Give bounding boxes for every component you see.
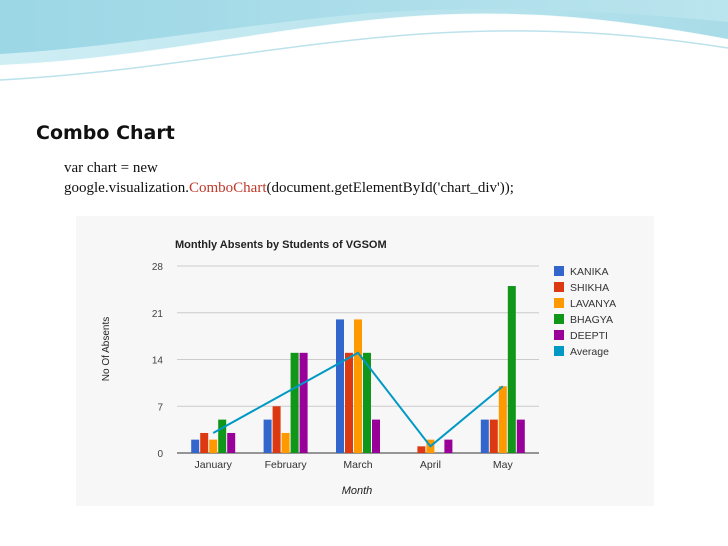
bar-lavanya-january <box>209 439 218 453</box>
bar-deepti-may <box>516 419 525 453</box>
bar-bhagya-january <box>218 419 227 453</box>
legend: KANIKA SHIKHA LAVANYA BHAGYA DEEPTI Average <box>554 266 616 358</box>
legend-label-bhagya: BHAGYA <box>570 314 613 326</box>
code-suffix: (document.getElementById('chart_div')); <box>266 180 514 196</box>
code-line-1: var chart = new <box>64 160 158 176</box>
slide-header-wave <box>0 0 728 90</box>
x-tick-labels: January February March April May <box>195 459 514 471</box>
legend-label-deepti: DEEPTI <box>570 330 608 342</box>
chart-title: Monthly Absents by Students of VGSOM <box>175 239 387 251</box>
bar-lavanya-may <box>498 386 507 453</box>
bar-shikha-march <box>345 352 353 453</box>
legend-label-average: Average <box>570 346 609 358</box>
bar-shikha-may <box>489 419 498 453</box>
bar-deepti-march <box>372 419 380 453</box>
y-tick-label: 14 <box>152 356 164 367</box>
y-axis-label: No Of Absents <box>101 317 112 381</box>
x-axis-label: Month <box>342 485 373 497</box>
legend-label-shikha: SHIKHA <box>570 282 609 294</box>
code-prefix: google.visualization. <box>64 180 189 196</box>
bar-kanika-february <box>263 419 272 453</box>
bar-bhagya-may <box>507 286 516 453</box>
code-line-2: google.visualization.ComboChart(document… <box>64 180 514 197</box>
chart-panel: Monthly Absents by Students of VGSOM 0 7 1… <box>76 216 654 506</box>
bar-bhagya-february <box>290 352 299 453</box>
y-tick-label: 21 <box>152 309 164 320</box>
bar-deepti-january <box>227 432 236 453</box>
y-tick-label: 7 <box>157 402 163 413</box>
slide-title: Combo Chart <box>36 122 175 144</box>
y-tick-labels: 0 7 14 21 28 <box>152 262 164 460</box>
x-tick-label: January <box>195 459 233 471</box>
bar-kanika-may <box>480 419 489 453</box>
average-line <box>212 351 504 448</box>
legend-swatch-shikha <box>554 282 564 292</box>
bar-deepti-february <box>299 352 308 453</box>
bar-kanika-march <box>336 319 344 453</box>
bar-deepti-april <box>444 439 453 453</box>
x-tick-label: March <box>343 459 372 471</box>
bar-lavanya-march <box>354 319 362 453</box>
bar-shikha-january <box>200 432 209 453</box>
legend-swatch-lavanya <box>554 298 564 308</box>
bar-shikha-april <box>417 446 426 453</box>
legend-swatch-kanika <box>554 266 564 276</box>
x-tick-label: May <box>493 459 514 471</box>
bar-shikha-february <box>272 406 281 453</box>
x-tick-label: February <box>265 459 308 471</box>
combo-chart: Monthly Absents by Students of VGSOM 0 7 1… <box>101 239 616 497</box>
bars <box>191 286 525 453</box>
series-line-average <box>212 351 504 448</box>
legend-swatch-deepti <box>554 330 564 340</box>
code-highlight: ComboChart <box>188 180 267 196</box>
bar-kanika-january <box>191 439 200 453</box>
y-tick-label: 28 <box>152 262 164 273</box>
x-tick-label: April <box>420 459 441 471</box>
bar-lavanya-february <box>281 432 290 453</box>
bar-bhagya-march <box>363 352 371 453</box>
y-tick-label: 0 <box>157 449 163 460</box>
legend-label-lavanya: LAVANYA <box>570 298 616 310</box>
legend-swatch-average <box>554 346 564 356</box>
legend-swatch-bhagya <box>554 314 564 324</box>
legend-label-kanika: KANIKA <box>570 266 609 278</box>
